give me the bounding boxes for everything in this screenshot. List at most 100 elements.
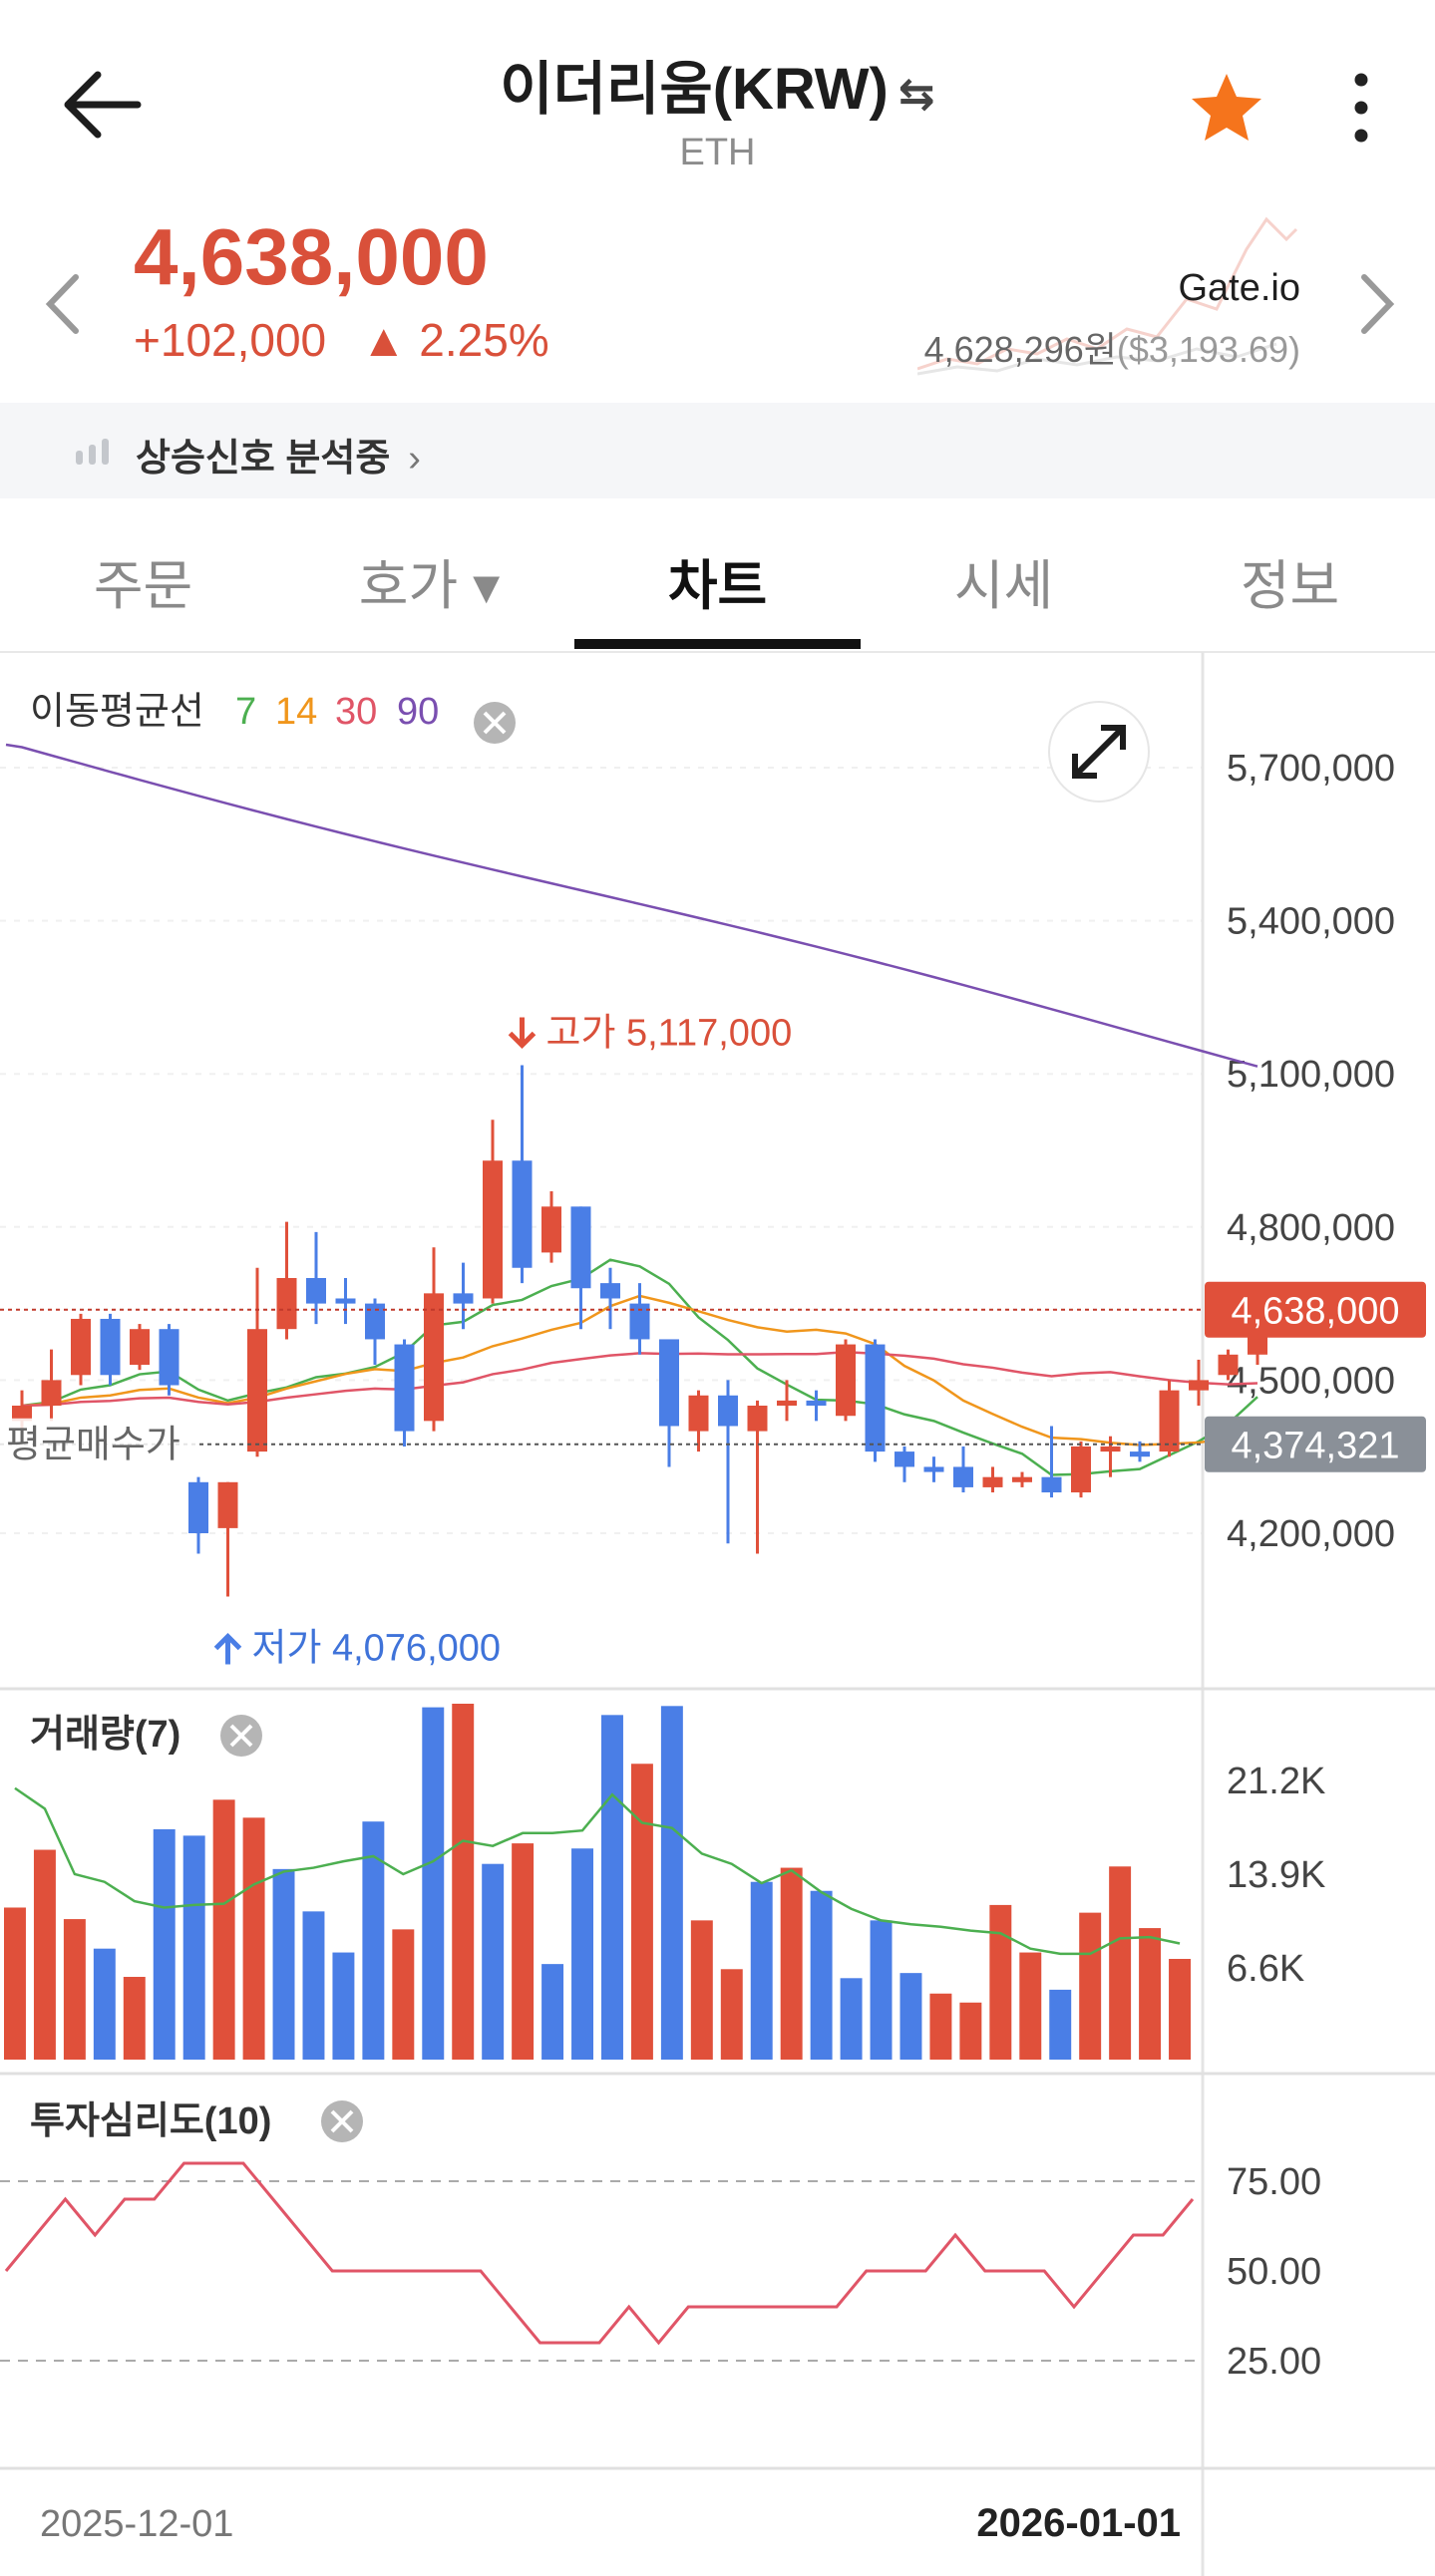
- expand-icon[interactable]: [1048, 701, 1150, 803]
- tab-order[interactable]: 주문: [93, 556, 193, 616]
- candle-body: [512, 1160, 533, 1268]
- candle-body: [923, 1466, 944, 1472]
- avg-buy-tag: [1205, 1416, 1426, 1472]
- ma-legend-7: 7: [235, 691, 256, 733]
- volume-bar: [870, 1920, 893, 2060]
- sentiment-label: 투자심리도(10): [30, 2100, 271, 2142]
- candle-body: [747, 1406, 768, 1432]
- arrow-left-icon[interactable]: [60, 60, 150, 150]
- tab-quotes[interactable]: 시세: [953, 556, 1054, 616]
- volume-bars: 21.2K 13.9K 6.6K: [4, 1704, 1325, 2060]
- x-label-end: 2026-01-01: [976, 2501, 1181, 2545]
- avg-buy-label-bg: [0, 1418, 195, 1468]
- page-title: 이더리움(KRW) ⇆: [0, 42, 1435, 126]
- close-icon[interactable]: [220, 1715, 262, 1757]
- candle-body: [718, 1395, 738, 1427]
- volume-tick-label: 21.2K: [1227, 1761, 1325, 1802]
- volume-bar: [452, 1704, 475, 2060]
- volume-bar: [1139, 1928, 1162, 2060]
- sentiment-line: 75.00 50.00 25.00: [0, 2161, 1321, 2383]
- signal-label: 상승신호 분석중: [136, 438, 391, 480]
- tab-chart[interactable]: 차트: [667, 556, 768, 616]
- tab-bar: 주문 호가 ▾ 차트 시세 정보: [0, 503, 1435, 653]
- price-change: +102,000 ▲ 2.25%: [134, 313, 549, 367]
- ma-line-90: [5, 743, 1258, 1068]
- price-tick-label: 4,200,000: [1227, 1513, 1395, 1555]
- candle-body: [1100, 1446, 1121, 1452]
- swap-icon[interactable]: ⇆: [897, 70, 935, 119]
- ma-line-30: [21, 1350, 1258, 1408]
- candle-body: [629, 1303, 650, 1340]
- candle-body: [1012, 1476, 1032, 1482]
- chevron-left-icon[interactable]: [34, 269, 94, 339]
- reference-lines: 4,638,000 4,374,321 평균매수가 고가 5,117,000 저가 4,…: [0, 1012, 1426, 1669]
- current-price-tag-label: 4,638,000: [1231, 1291, 1399, 1333]
- exchange-price: 4,628,296원($3,193.69): [924, 321, 1300, 373]
- volume-bar: [482, 1863, 505, 2060]
- candle-body: [659, 1339, 679, 1427]
- candle-body: [424, 1293, 444, 1422]
- candle-body: [570, 1206, 591, 1289]
- more-vertical-icon[interactable]: [1336, 68, 1386, 148]
- signal-banner[interactable]: [0, 403, 1435, 498]
- candle-body: [1041, 1476, 1062, 1493]
- price-tick-label: 5,700,000: [1227, 748, 1395, 790]
- candle-body: [365, 1303, 385, 1340]
- volume-bar: [123, 1977, 146, 2060]
- price-tick-label: 5,100,000: [1227, 1054, 1395, 1096]
- candle-body: [1071, 1446, 1091, 1493]
- volume-bar: [153, 1828, 176, 2060]
- volume-bar: [4, 1907, 26, 2060]
- price-tick-label: 4,500,000: [1227, 1360, 1395, 1402]
- volume-bar: [182, 1835, 205, 2060]
- ma-legend-14: 14: [275, 691, 317, 733]
- volume-bar: [630, 1764, 653, 2060]
- volume-bar: [750, 1881, 773, 2060]
- volume-ma-line: [14, 1786, 1181, 1956]
- volume-bar: [1019, 1952, 1042, 2060]
- avg-buy-label: 평균매수가: [6, 1425, 180, 1466]
- candle-body: [306, 1278, 326, 1304]
- candle-body: [247, 1329, 267, 1452]
- candle-body: [600, 1283, 620, 1299]
- candle-body: [895, 1451, 914, 1467]
- volume-bar: [512, 1843, 535, 2060]
- volume-bar: [840, 1978, 863, 2060]
- chevron-right-icon[interactable]: [1346, 269, 1406, 339]
- volume-bar: [1169, 1958, 1191, 2060]
- high-price-label: 고가 5,117,000: [546, 1012, 793, 1054]
- app-header: 이더리움(KRW) ⇆ ETH: [0, 0, 1435, 189]
- volume-bar: [780, 1867, 803, 2060]
- arrow-up-icon: [213, 1632, 242, 1665]
- avg-buy-tag-label: 4,374,321: [1231, 1426, 1399, 1467]
- price-tick-label: 5,400,000: [1227, 901, 1395, 943]
- low-price-label: 저가 4,076,000: [252, 1627, 502, 1669]
- sentiment-tick-label: 25.00: [1227, 2341, 1321, 2383]
- tab-active-indicator: [574, 639, 861, 649]
- candle-body: [836, 1344, 856, 1417]
- moving-average-lines: [5, 743, 1258, 1476]
- close-icon[interactable]: [321, 2100, 363, 2142]
- star-icon[interactable]: [1187, 68, 1266, 148]
- volume-bar: [242, 1817, 265, 2060]
- tab-info[interactable]: 정보: [1240, 556, 1340, 616]
- volume-label: 거래량(7): [30, 1714, 180, 1756]
- sentiment-tick-label: 50.00: [1227, 2251, 1321, 2293]
- volume-bar: [302, 1911, 325, 2060]
- candle-body: [483, 1160, 503, 1299]
- tab-orderbook[interactable]: 호가 ▾: [358, 556, 501, 616]
- price-chart[interactable]: 이동평균선 7 14 30 90 5,700,000 5,400,000 5,100…: [0, 652, 1435, 2576]
- volume-bar: [272, 1868, 295, 2060]
- candle-body: [159, 1329, 179, 1386]
- candle-body: [71, 1318, 91, 1376]
- current-price: 4,638,000: [134, 212, 489, 301]
- signal-text: 상승신호 분석중 ›: [136, 427, 421, 482]
- volume-bar: [989, 1904, 1012, 2060]
- change-percent: ▲ 2.25%: [360, 314, 549, 366]
- volume-bar: [1109, 1866, 1132, 2060]
- volume-bar: [929, 1993, 952, 2060]
- close-icon[interactable]: [474, 702, 516, 744]
- volume-bar: [33, 1849, 56, 2060]
- sentiment-tick-label: 75.00: [1227, 2161, 1321, 2203]
- candle-body: [100, 1318, 121, 1376]
